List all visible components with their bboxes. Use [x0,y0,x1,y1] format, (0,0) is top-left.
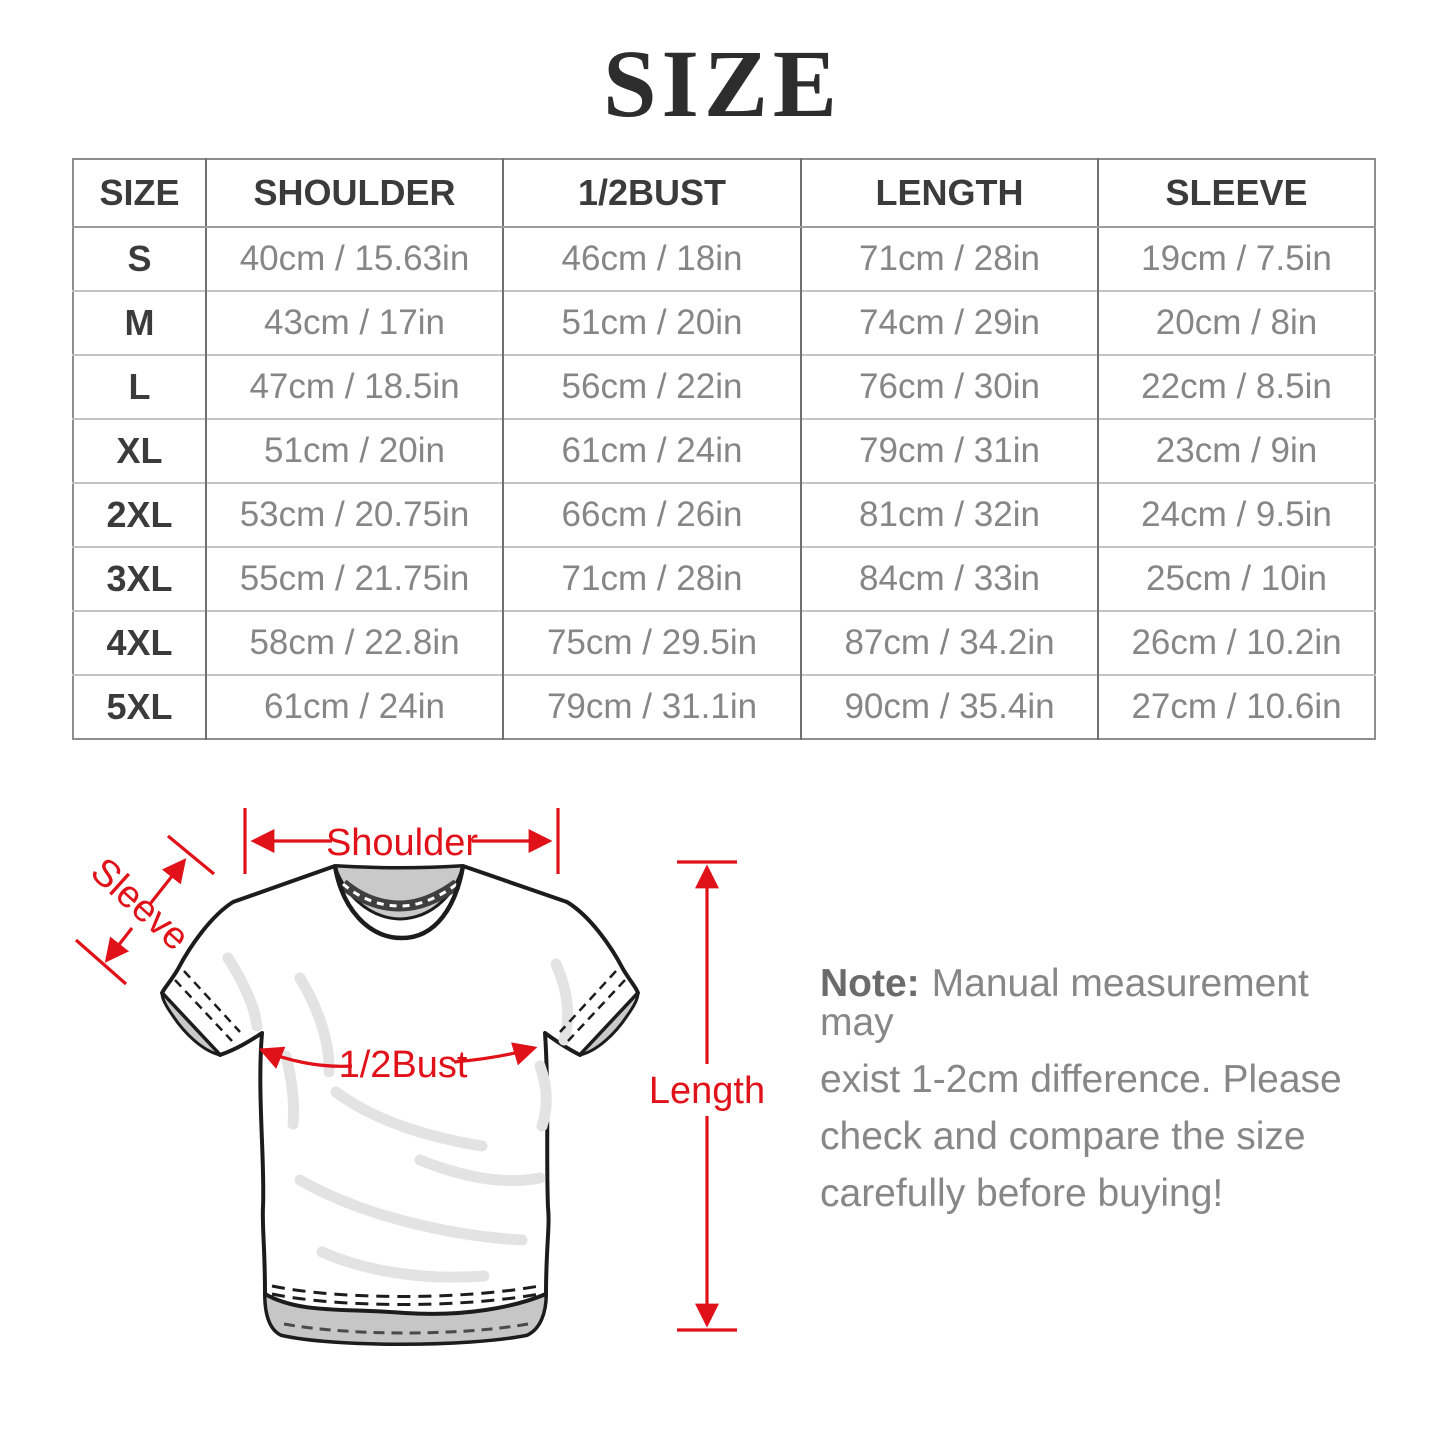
column-header-size: SIZE [73,159,206,228]
shoulder-cell: 55cm / 21.75in [205,546,503,611]
table-row: 2XL 53cm / 20.75in 66cm / 26in 81cm / 32… [73,482,1375,547]
bust-cell: 66cm / 26in [502,482,801,547]
length-cell: 71cm / 28in [800,227,1098,291]
right-cuff [559,970,640,1057]
hem [263,1284,548,1346]
length-cell: 87cm / 34.2in [800,610,1098,675]
page-title: SIZE [603,30,842,137]
shoulder-cell: 53cm / 20.75in [205,482,503,547]
shoulder-annotation: Shoulder [243,808,560,874]
length-cell: 79cm / 31in [800,418,1098,483]
sleeve-cell: 24cm / 9.5in [1097,482,1375,547]
size-cell: 5XL [73,674,206,739]
length-cell: 84cm / 33in [800,546,1098,611]
column-header-length: LENGTH [800,159,1098,228]
table-row: XL 51cm / 20in 61cm / 24in 79cm / 31in 2… [73,418,1375,483]
bust-cell: 71cm / 28in [502,546,801,611]
note-line-text: Manual measurement may [820,962,1309,1044]
bust-arrow-right [453,1042,538,1066]
sleeve-cell: 22cm / 8.5in [1097,354,1375,419]
shoulder-cell: 58cm / 22.8in [205,610,503,675]
sleeve-upper-tick [166,834,216,876]
note-label: Note: [820,962,920,1005]
sleeve-arrow-down [104,927,134,963]
length-annotation: Length [649,860,765,1332]
table-row: L 47cm / 18.5in 56cm / 22in 76cm / 30in … [73,354,1375,419]
tshirt-illustration [160,864,640,1346]
sleeve-cell: 27cm / 10.6in [1097,674,1375,739]
size-cell: 2XL [73,482,206,547]
bust-cell: 79cm / 31.1in [502,674,801,739]
shoulder-cell: 40cm / 15.63in [205,227,503,291]
table-row: 4XL 58cm / 22.8in 75cm / 29.5in 87cm / 3… [73,610,1375,675]
sleeve-cell: 20cm / 8in [1097,290,1375,355]
length-cell: 76cm / 30in [800,354,1098,419]
shoulder-label: Shoulder [326,822,478,864]
sleeve-cell: 25cm / 10in [1097,546,1375,611]
size-cell: M [73,290,206,355]
table-row: S 40cm / 15.63in 46cm / 18in 71cm / 28in… [73,227,1375,291]
sleeve-cell: 23cm / 9in [1097,418,1375,483]
bust-annotation: 1/2Bust [258,1042,538,1086]
note-line: check and compare the size [820,1115,1306,1158]
shoulder-cell: 47cm / 18.5in [205,354,503,419]
shoulder-cell: 43cm / 17in [205,290,503,355]
sleeve-lower-tick [74,938,128,986]
bust-cell: 75cm / 29.5in [502,610,801,675]
column-header-shoulder: SHOULDER [205,159,503,228]
note-line: exist 1-2cm difference. Please [820,1058,1342,1101]
size-cell: XL [73,418,206,483]
length-label: Length [649,1070,765,1112]
length-cell: 81cm / 32in [800,482,1098,547]
size-cell: 3XL [73,546,206,611]
table-row: M 43cm / 17in 51cm / 20in 74cm / 29in 20… [73,290,1375,355]
collar [332,864,466,941]
bust-arrow-left [258,1046,353,1069]
shoulder-cell: 61cm / 24in [205,674,503,739]
note-line: carefully before buying! [820,1172,1224,1215]
front-neckline [332,865,466,941]
column-header-sleeve: SLEEVE [1097,159,1375,228]
bust-label: 1/2Bust [339,1044,468,1086]
note-text: Note: Manual measurement may exist 1-2cm … [820,964,1380,1231]
table-row: 3XL 55cm / 21.75in 71cm / 28in 84cm / 33… [73,546,1375,611]
size-cell: S [127,238,152,279]
column-header-bust: 1/2BUST [502,159,801,228]
length-cell: 74cm / 29in [800,290,1098,355]
left-cuff [160,970,241,1057]
table-header-row: SIZE SHOULDER 1/2BUST LENGTH SLEEVE [73,159,1375,228]
size-table: SIZE SHOULDER 1/2BUST LENGTH SLEEVE S 40… [72,158,1376,740]
length-cell: 90cm / 35.4in [800,674,1098,739]
bust-cell: 51cm / 20in [502,290,801,355]
table-row: 5XL 61cm / 24in 79cm / 31.1in 90cm / 35.… [73,674,1375,739]
sleeve-arrow-up [148,858,187,905]
size-cell: 4XL [73,610,206,675]
wrinkle-shading [222,952,574,1283]
bust-cell: 61cm / 24in [502,418,801,483]
note-line: Note: Manual measurement may [820,964,1380,1042]
sleeve-cell: 19cm / 7.5in [1097,227,1375,291]
tshirt-measurement-diagram: Shoulder Sleeve 1/2Bust Length [74,808,765,1346]
bust-cell: 46cm / 18in [502,227,801,291]
size-cell: L [73,354,206,419]
bust-cell: 56cm / 22in [502,354,801,419]
shoulder-cell: 51cm / 20in [205,418,503,483]
sleeve-cell: 26cm / 10.2in [1097,610,1375,675]
collar-stitch-dots [342,882,458,908]
